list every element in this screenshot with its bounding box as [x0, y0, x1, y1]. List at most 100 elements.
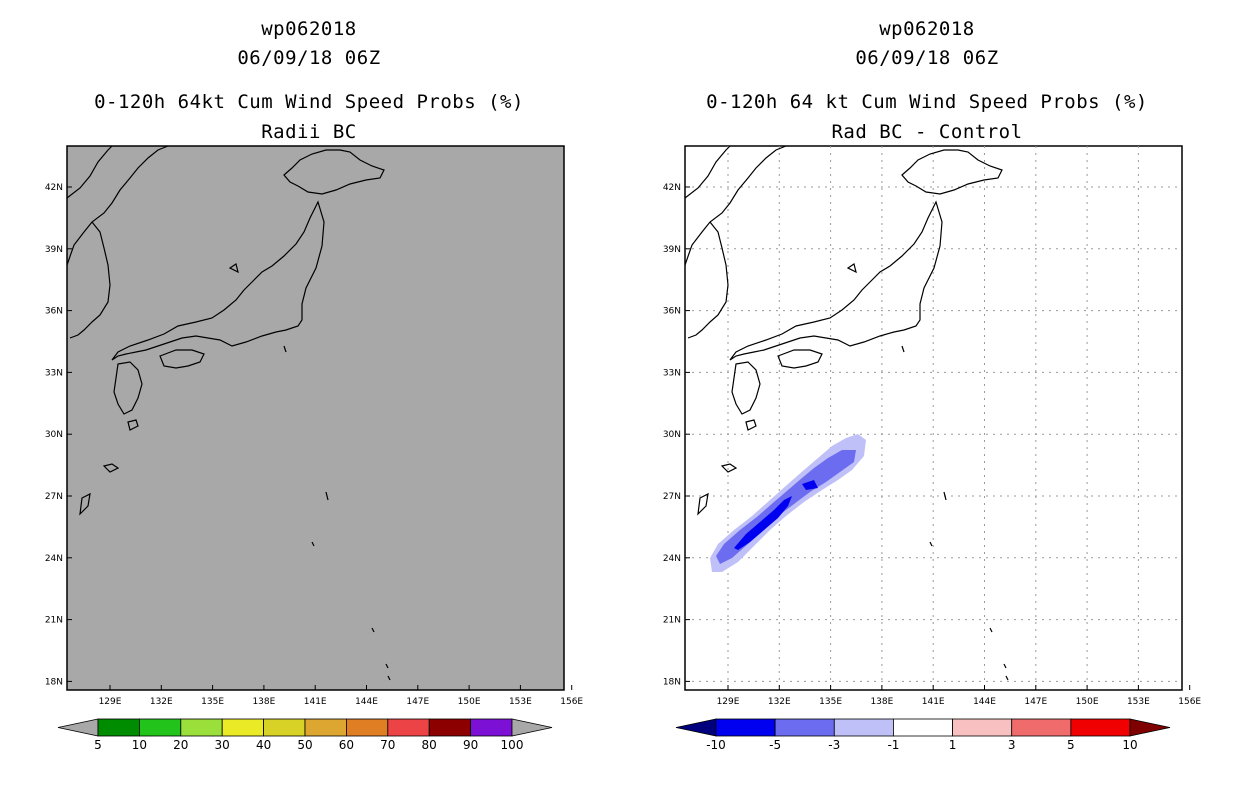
- right-colorbar-low-arrow: [675, 718, 717, 737]
- left-lat-label: 33N: [45, 368, 63, 378]
- right-storm-id: wp062018: [879, 18, 975, 40]
- left-coastline: [66, 145, 391, 681]
- right-colorbar: -10 -5 -3 -1 1 3 5 10: [675, 718, 1171, 752]
- right-lon-label: 150E: [1076, 697, 1099, 707]
- left-lon-label: 129E: [99, 697, 122, 707]
- right-lat-label: 33N: [663, 368, 681, 378]
- right-lat-label: 42N: [663, 183, 681, 193]
- right-lat-label: 21N: [663, 616, 681, 626]
- left-axis-labels: 42N 39N 36N 33N 30N 27N 24N 21N 18N 129E 132E 135E 1…: [45, 183, 584, 707]
- right-colorbar-box: [715, 718, 776, 737]
- right-gridlines: [685, 146, 1182, 690]
- left-lat-label: 18N: [45, 677, 63, 687]
- right-lat-label: 27N: [663, 492, 681, 502]
- left-colorbar-label: 50: [297, 738, 312, 752]
- left-colorbar-box: [138, 718, 182, 737]
- contour-minus-5: [734, 496, 792, 550]
- left-lat-label: 30N: [45, 430, 63, 440]
- left-lon-label: 150E: [458, 697, 481, 707]
- right-axis-labels: 42N 39N 36N 33N 30N 27N 24N 21N 18N 129E 132E 135E 1…: [663, 183, 1202, 707]
- right-colorbar-box: [1070, 718, 1131, 737]
- right-colorbar-box: [833, 718, 894, 737]
- left-colorbar-high-arrow: [511, 718, 553, 737]
- right-lon-label: 138E: [870, 697, 893, 707]
- right-lon-label: 156E: [1178, 697, 1201, 707]
- left-colorbar-label: 40: [256, 738, 271, 752]
- right-colorbar-box: [774, 718, 835, 737]
- left-colorbar-low-arrow: [57, 718, 99, 737]
- left-lon-label: 156E: [560, 697, 583, 707]
- right-lon-label: 141E: [922, 697, 945, 707]
- right-lon-label: 144E: [973, 697, 996, 707]
- left-colorbar-box: [345, 718, 389, 737]
- right-colorbar-label: 10: [1122, 738, 1137, 752]
- right-product-title: 0-120h 64 kt Cum Wind Speed Probs (%): [706, 91, 1148, 113]
- left-colorbar-label: 20: [173, 738, 188, 752]
- left-lon-label: 153E: [509, 697, 532, 707]
- right-colorbar-label: -1: [887, 738, 899, 752]
- right-lon-label: 135E: [819, 697, 842, 707]
- right-colorbar-box: [893, 718, 953, 737]
- left-lon-label: 138E: [252, 697, 275, 707]
- left-colorbar-box: [221, 718, 264, 737]
- left-panel: wp062018 06/09/18 06Z 0-120h 64kt Cum Wi…: [45, 18, 584, 752]
- right-lon-label: 129E: [717, 697, 740, 707]
- right-lon-label: 147E: [1024, 697, 1047, 707]
- right-colorbar-high-arrow: [1129, 718, 1171, 737]
- left-lat-label: 36N: [45, 307, 63, 317]
- right-subtitle: Rad BC - Control: [831, 121, 1023, 143]
- left-colorbar-label: 80: [422, 738, 437, 752]
- left-lon-label: 144E: [355, 697, 378, 707]
- right-lon-label: 132E: [768, 697, 791, 707]
- left-colorbar-label: 30: [215, 738, 230, 752]
- left-colorbar-box: [180, 718, 223, 737]
- right-colorbar-box: [1011, 718, 1072, 737]
- right-lat-label: 30N: [663, 430, 681, 440]
- left-colorbar-label: 60: [339, 738, 354, 752]
- left-colorbar-box: [428, 718, 472, 737]
- left-colorbar-label: 10: [132, 738, 147, 752]
- left-lat-label: 24N: [45, 554, 63, 564]
- right-datetime: 06/09/18 06Z: [855, 47, 999, 69]
- left-lat-label: 42N: [45, 183, 63, 193]
- left-lat-label: 39N: [45, 245, 63, 255]
- left-product-title: 0-120h 64kt Cum Wind Speed Probs (%): [94, 91, 524, 113]
- right-colorbar-label: 1: [949, 738, 957, 752]
- right-map-background: [684, 145, 1183, 691]
- left-lat-label: 21N: [45, 616, 63, 626]
- left-lon-label: 132E: [150, 697, 173, 707]
- left-colorbar-label: 90: [463, 738, 478, 752]
- right-coastline: [684, 145, 1009, 681]
- right-lat-label: 36N: [663, 307, 681, 317]
- right-lat-label: 24N: [663, 554, 681, 564]
- right-lat-label: 18N: [663, 677, 681, 687]
- left-colorbar-box: [470, 718, 513, 737]
- left-lon-label: 135E: [201, 697, 224, 707]
- right-colorbar-label: 3: [1008, 738, 1016, 752]
- left-colorbar-box: [97, 718, 140, 737]
- left-colorbar-box: [304, 718, 347, 737]
- left-colorbar-box: [387, 718, 430, 737]
- left-datetime: 06/09/18 06Z: [237, 47, 381, 69]
- right-map: 42N 39N 36N 33N 30N 27N 24N 21N 18N 129E 132E 135E 1…: [663, 145, 1202, 752]
- contour-minus-5b: [802, 480, 818, 490]
- left-lon-label: 141E: [304, 697, 327, 707]
- right-colorbar-label: -3: [828, 738, 840, 752]
- left-storm-id: wp062018: [261, 18, 357, 40]
- left-colorbar-label: 5: [94, 738, 102, 752]
- right-lat-label: 39N: [663, 245, 681, 255]
- left-map: 42N 39N 36N 33N 30N 27N 24N 21N 18N 129E 132E 135E 1…: [45, 145, 584, 752]
- right-colorbar-box: [952, 718, 1013, 737]
- left-map-background: [66, 145, 565, 691]
- right-colorbar-label: -10: [706, 738, 726, 752]
- difference-contours: [710, 434, 866, 572]
- left-colorbar-label: 70: [380, 738, 395, 752]
- left-colorbar: 5 10 20 30 40 50 60 70 80 90 100: [57, 718, 553, 752]
- right-lon-label: 153E: [1127, 697, 1150, 707]
- left-lat-label: 27N: [45, 492, 63, 502]
- right-colorbar-label: -5: [769, 738, 781, 752]
- left-subtitle: Radii BC: [261, 121, 357, 143]
- left-colorbar-label: 100: [501, 738, 524, 752]
- right-colorbar-label: 5: [1067, 738, 1075, 752]
- left-lon-label: 147E: [406, 697, 429, 707]
